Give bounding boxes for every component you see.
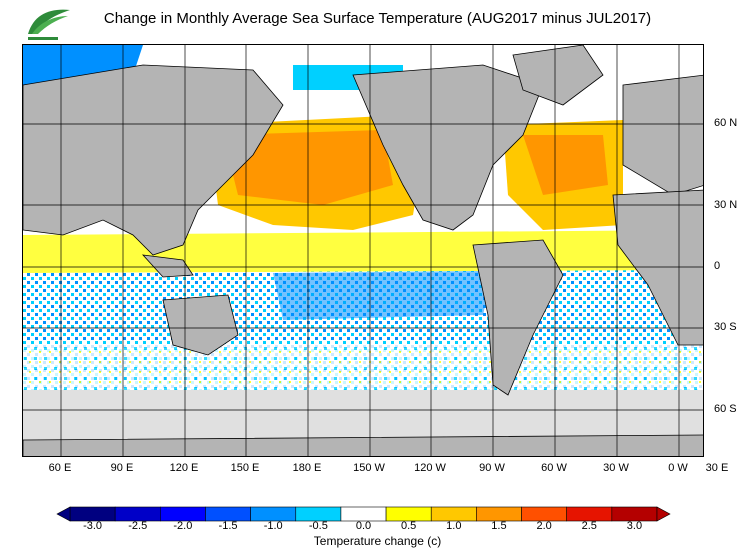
graticule	[23, 45, 703, 456]
colorbar-swatch	[476, 506, 522, 522]
colorbar-tick-label: 2.0	[536, 520, 552, 532]
colorbar-right-arrow	[656, 506, 671, 522]
lon-label-120w: 120 W	[414, 462, 446, 474]
observatory-logo-icon	[28, 9, 70, 40]
sst-change-map	[22, 44, 704, 457]
colorbar-swatch	[340, 506, 387, 522]
lon-label-120e: 120 E	[169, 462, 199, 474]
lon-label-60w: 60 W	[541, 462, 567, 474]
lon-label-60e: 60 E	[48, 462, 72, 474]
colorbar-tick-label: 2.5	[581, 520, 597, 532]
australia-land	[162, 294, 239, 356]
east-pacific-cool-area	[273, 271, 493, 320]
colorbar-tick-label: -1.5	[218, 520, 238, 532]
indonesia-land	[141, 254, 194, 278]
lon-label-150e: 150 E	[230, 462, 260, 474]
lat-label-60s: 60 S	[714, 403, 737, 415]
lat-label-0: 0	[714, 260, 721, 272]
south-america-land	[472, 239, 564, 396]
colorbar-swatch	[295, 506, 342, 522]
lon-label-30e: 30 E	[705, 462, 729, 474]
colorbar-swatch	[160, 506, 206, 522]
colorbar-tick-label: -1.0	[263, 520, 283, 532]
colorbar-swatch	[385, 506, 432, 522]
lat-label-30n: 30 N	[714, 199, 738, 211]
colorbar-tick-label: 0.5	[400, 520, 417, 532]
colorbar-tick-label: 3.0	[626, 520, 643, 532]
colorbar-swatches	[69, 506, 658, 522]
colorbar-swatch	[114, 506, 161, 522]
colorbar-tick-label: -2.5	[128, 520, 148, 532]
lon-label-150w: 150 W	[353, 462, 385, 474]
colorbar-tick-label: -0.5	[308, 520, 328, 532]
lon-label-90e: 90 E	[110, 462, 134, 474]
colorbar-tick-label: -2.0	[173, 520, 193, 532]
lon-label-90w: 90 W	[479, 462, 505, 474]
colorbar-swatch	[250, 506, 297, 522]
antarctica-land	[23, 434, 703, 456]
colorbar-tick-label: 1.0	[446, 520, 462, 532]
north-atlantic-hot-core	[523, 135, 608, 195]
colorbar-swatch	[566, 506, 613, 522]
colorbar-swatch	[611, 506, 658, 522]
lon-label-180e: 180 E	[292, 462, 322, 474]
land-masses	[23, 45, 703, 456]
page-title: Change in Monthly Average Sea Surface Te…	[103, 10, 652, 27]
asia-land	[23, 64, 284, 256]
colorbar-swatch	[69, 506, 116, 522]
map-svg	[23, 45, 703, 456]
greenland-land	[512, 45, 604, 106]
colorbar-tick-label: 1.5	[491, 520, 507, 532]
lon-label-0w: 0 W	[668, 462, 688, 474]
lat-label-30s: 30 S	[714, 321, 737, 333]
lon-label-30w: 30 W	[603, 462, 629, 474]
colorbar-swatch	[521, 506, 567, 522]
colorbar-swatch	[205, 506, 251, 522]
europe-land	[622, 74, 703, 196]
colorbar-left-arrow	[56, 506, 71, 522]
colorbar-tick-label: 0.0	[355, 520, 372, 532]
tropical-warm-band	[23, 230, 703, 275]
colorbar-tick-label: -3.0	[83, 520, 103, 532]
colorbar	[56, 506, 671, 522]
colorbar-title: Temperature change (c)	[313, 534, 442, 548]
africa-land	[612, 189, 703, 346]
colorbar-swatch	[430, 506, 477, 522]
lat-label-60n: 60 N	[714, 117, 738, 129]
